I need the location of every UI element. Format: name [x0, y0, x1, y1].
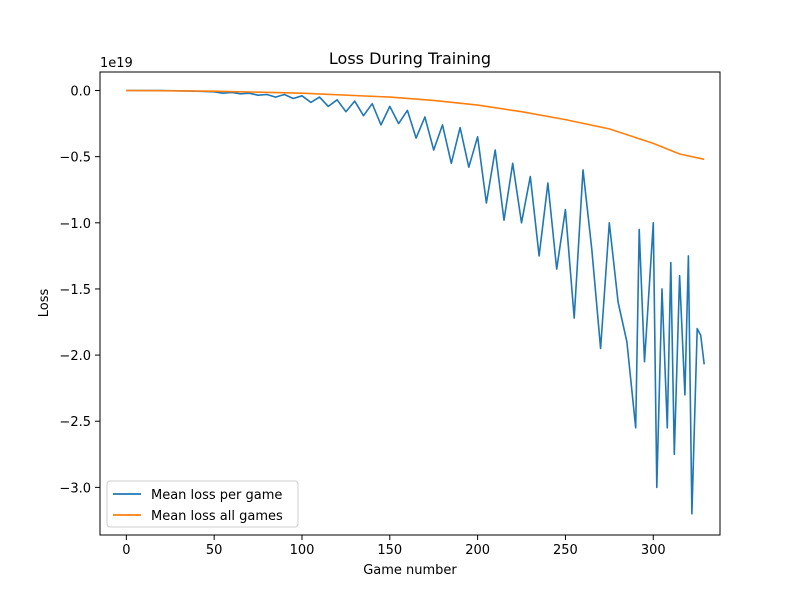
legend: Mean loss per game Mean loss all games [106, 480, 299, 528]
plot-area [126, 89, 705, 515]
y-axis-label: Loss [37, 289, 52, 318]
legend-label-1: Mean loss per game [151, 488, 282, 503]
x-tick-label: 0 [122, 543, 130, 558]
y-axis: 0.0 −0.5 −1.0 −1.5 −2.0 −2.5 −3.0 [59, 85, 100, 496]
plot-frame [99, 71, 721, 536]
y-tick-label: 0.0 [70, 85, 91, 100]
x-tick-label: 300 [641, 543, 666, 558]
x-tick-label: 200 [465, 543, 490, 558]
series-line-1 [126, 89, 705, 515]
legend-box [106, 480, 299, 528]
chart-title: Loss During Training [329, 49, 491, 68]
x-axis-label: Game number [363, 563, 457, 578]
y-tick-label: −2.0 [59, 349, 91, 364]
x-tick-label: 150 [377, 543, 402, 558]
x-tick-label: 250 [553, 543, 578, 558]
y-tick-label: −3.0 [59, 481, 91, 496]
y-tick-label: −2.5 [59, 415, 91, 430]
legend-label-2: Mean loss all games [151, 509, 283, 524]
x-tick-label: 50 [206, 543, 223, 558]
series-line-2 [126, 89, 705, 161]
y-tick-label: −1.0 [59, 217, 91, 232]
y-tick-label: −0.5 [59, 151, 91, 166]
y-scale-label: 1e19 [100, 56, 133, 71]
x-axis: 0 50 100 150 200 250 300 [122, 535, 666, 558]
y-tick-label: −1.5 [59, 283, 91, 298]
x-tick-label: 100 [290, 543, 315, 558]
